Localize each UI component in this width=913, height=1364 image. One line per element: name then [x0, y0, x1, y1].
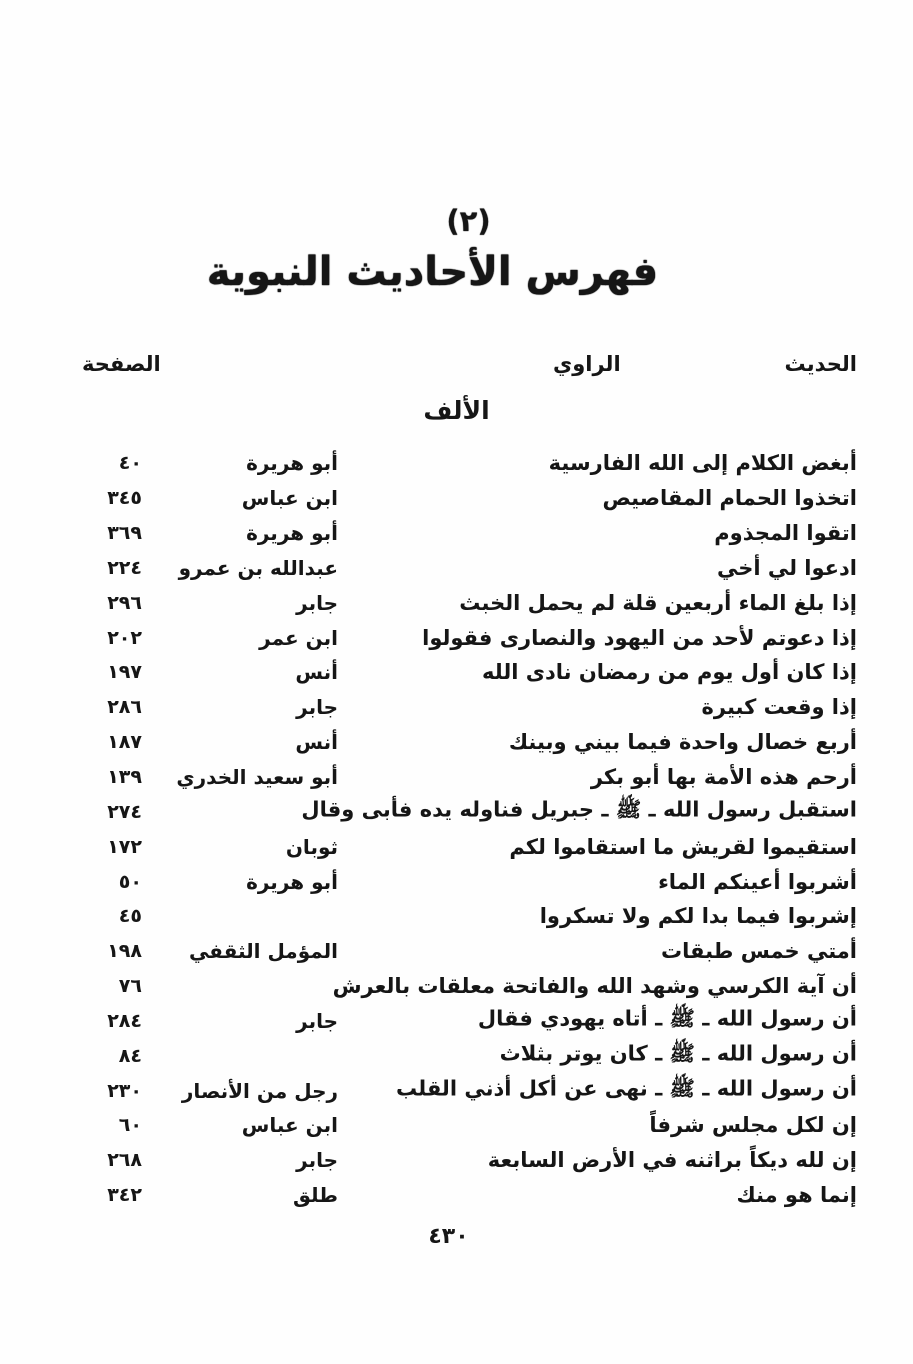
hadith-text: اتقوا المجذوم — [714, 521, 857, 546]
narrator-name: جابر — [296, 695, 338, 720]
table-row: أن رسول الله ـ ﷺ ـ أتاه يهودي فقال جابر ٢٨… — [0, 1004, 913, 1039]
narrator-name: أبو هريرة — [246, 869, 338, 894]
section-letter-heading: الألف — [0, 396, 913, 425]
table-row: أبغض الكلام إلى الله الفارسية أبو هريرة ٤٠ — [0, 446, 913, 481]
narrator-name: جابر — [296, 1008, 338, 1033]
hadith-text: أمتي خمس طبقات — [661, 939, 857, 964]
page-number: ٦٠ — [118, 1114, 142, 1137]
hadith-text: إذا كان أول يوم من رمضان نادى الله — [482, 660, 857, 685]
page-number: ٢٨٦ — [107, 696, 142, 719]
hadith-text: إشربوا فيما بدا لكم ولا تسكروا — [539, 904, 857, 929]
narrator-name: جابر — [296, 590, 338, 615]
page-number: ٣٤٢ — [107, 1184, 142, 1207]
table-row: إذا بلغ الماء أربعين قلة لم يحمل الخبث جا… — [0, 585, 913, 620]
narrator-name: ابن عباس — [241, 1113, 338, 1138]
hadith-text: أن رسول الله ـ ﷺ ـ نهى عن أكل أذني القلب — [396, 1076, 857, 1101]
table-row: إن لله ديكاً براثنه في الأرض السابعة جابر… — [0, 1143, 913, 1178]
table-row: أرحم هذه الأمة بها أبو بكر أبو سعيد الخدر… — [0, 760, 913, 795]
table-row: إذا كان أول يوم من رمضان نادى الله أنس ١٩٧ — [0, 655, 913, 690]
narrator-name: ثوبان — [285, 834, 338, 859]
narrator-name: ابن عباس — [241, 486, 338, 511]
page-number: ١٣٩ — [107, 766, 142, 789]
hadith-text: إذا وقعت كبيرة — [701, 695, 857, 720]
hadith-text: إن لكل مجلس شرفاً — [649, 1113, 857, 1138]
hadith-text: ادعوا لي أخي — [716, 555, 857, 580]
page-number: ١٩٧ — [107, 661, 142, 684]
page-number: ٣٤٥ — [107, 487, 142, 510]
hadith-text: أن رسول الله ـ ﷺ ـ كان يوتر بثلاث — [499, 1041, 857, 1066]
page-number: ٧٦ — [118, 975, 142, 998]
section-number-text: (٢) — [446, 204, 491, 238]
table-row: إن لكل مجلس شرفاً ابن عباس ٦٠ — [0, 1108, 913, 1143]
narrator-name: عبدالله بن عمرو — [178, 555, 338, 580]
column-header-page: الصفحة — [82, 352, 161, 376]
narrator-name: أنس — [295, 730, 338, 755]
hadith-text: أربع خصال واحدة فيما بيني وبينك — [508, 730, 857, 755]
hadith-text: استقيموا لقريش ما استقاموا لكم — [509, 834, 857, 859]
footer-page-number: ٤٣٠ — [0, 1224, 913, 1249]
section-number: (٢) — [0, 204, 913, 238]
hadith-text: أرحم هذه الأمة بها أبو بكر — [590, 765, 857, 790]
hadith-text: إنما هو منك — [736, 1183, 857, 1208]
page-number: ٢٦٨ — [107, 1149, 142, 1172]
table-row: استقبل رسول الله ـ ﷺ ـ جبريل فناوله يده … — [0, 794, 913, 829]
page-number: ٨٤ — [118, 1044, 142, 1067]
table-row: ادعوا لي أخي عبدالله بن عمرو ٢٢٤ — [0, 551, 913, 586]
table-row: اتقوا المجذوم أبو هريرة ٣٦٩ — [0, 516, 913, 551]
hadith-text: أن آية الكرسي وشهد الله والفاتحة معلقات … — [332, 974, 857, 999]
page-number: ٢٩٦ — [107, 591, 142, 614]
table-row: إنما هو منك طلق ٣٤٢ — [0, 1178, 913, 1213]
table-row: إشربوا فيما بدا لكم ولا تسكروا ٤٥ — [0, 899, 913, 934]
page-number: ٢٧٤ — [107, 800, 142, 823]
narrator-name: أبو سعيد الخدري — [176, 765, 338, 790]
column-header-narrator: الراوي — [553, 352, 621, 376]
page-number: ٢٣٠ — [107, 1079, 142, 1102]
page-number: ١٩٨ — [107, 940, 142, 963]
narrator-name: ابن عمر — [259, 625, 338, 650]
table-row: أن رسول الله ـ ﷺ ـ كان يوتر بثلاث ٨٤ — [0, 1038, 913, 1073]
page-number: ٤٥ — [118, 905, 142, 928]
hadith-table-rows: أبغض الكلام إلى الله الفارسية أبو هريرة ٤٠… — [0, 446, 913, 1213]
hadith-text: إن لله ديكاً براثنه في الأرض السابعة — [487, 1148, 857, 1173]
table-row: أمتي خمس طبقات المؤمل الثقفي ١٩٨ — [0, 934, 913, 969]
section-letter-text: الألف — [423, 396, 490, 425]
page-number: ٢٨٤ — [107, 1009, 142, 1032]
hadith-text: أبغض الكلام إلى الله الفارسية — [548, 451, 857, 476]
table-row: اتخذوا الحمام المقاصيص ابن عباس ٣٤٥ — [0, 481, 913, 516]
page-number: ٣٦٩ — [107, 522, 142, 545]
footer-page-number-text: ٤٣٠ — [428, 1224, 469, 1249]
table-row: أن رسول الله ـ ﷺ ـ نهى عن أكل أذني القلب… — [0, 1073, 913, 1108]
narrator-name: أبو هريرة — [246, 451, 338, 476]
page-number: ٥٠ — [118, 870, 142, 893]
page-number: ٤٠ — [118, 452, 142, 475]
table-header: الحديث الراوي الصفحة — [0, 352, 913, 384]
hadith-text: أن رسول الله ـ ﷺ ـ أتاه يهودي فقال — [477, 1006, 857, 1031]
table-row: إذا دعوتم لأحد من اليهود والنصارى فقولوا… — [0, 620, 913, 655]
page-number: ٢٢٤ — [107, 556, 142, 579]
column-header-hadith: الحديث — [784, 352, 857, 376]
hadith-text: إذا بلغ الماء أربعين قلة لم يحمل الخبث — [459, 590, 857, 615]
narrator-name: أبو هريرة — [246, 521, 338, 546]
narrator-name: طلق — [292, 1183, 338, 1208]
table-row: أربع خصال واحدة فيما بيني وبينك أنس ١٨٧ — [0, 725, 913, 760]
narrator-name: جابر — [296, 1148, 338, 1173]
page-number: ٢٠٢ — [107, 626, 142, 649]
hadith-text: اتخذوا الحمام المقاصيص — [602, 486, 857, 511]
hadith-text: أشربوا أعينكم الماء — [658, 869, 857, 894]
hadith-text: إذا دعوتم لأحد من اليهود والنصارى فقولوا — [422, 625, 857, 650]
table-row: إذا وقعت كبيرة جابر ٢٨٦ — [0, 690, 913, 725]
page-number: ١٨٧ — [107, 731, 142, 754]
table-row: أن آية الكرسي وشهد الله والفاتحة معلقات … — [0, 969, 913, 1004]
narrator-name: المؤمل الثقفي — [188, 939, 338, 964]
table-row: أشربوا أعينكم الماء أبو هريرة ٥٠ — [0, 864, 913, 899]
hadith-text: استقبل رسول الله ـ ﷺ ـ جبريل فناوله يده … — [301, 797, 857, 822]
page-title: فهرس الأحاديث النبوية — [0, 250, 913, 294]
page-title-text: فهرس الأحاديث النبوية — [206, 249, 659, 295]
page-number: ١٧٢ — [107, 835, 142, 858]
table-row: استقيموا لقريش ما استقاموا لكم ثوبان ١٧٢ — [0, 829, 913, 864]
narrator-name: أنس — [295, 660, 338, 685]
narrator-name: رجل من الأنصار — [181, 1078, 338, 1103]
